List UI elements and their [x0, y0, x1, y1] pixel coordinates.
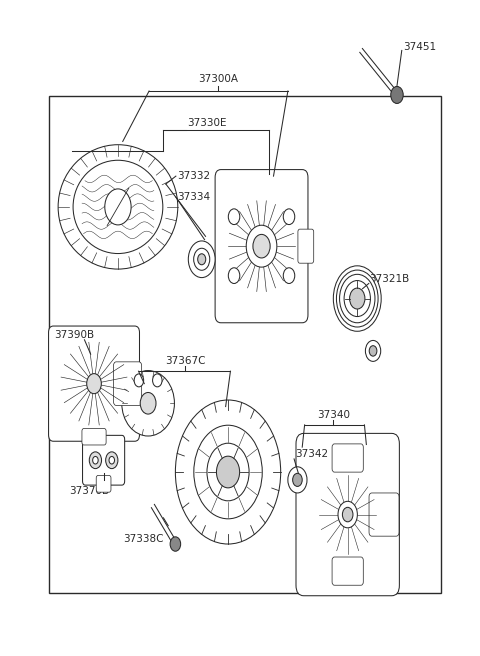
Ellipse shape	[73, 160, 163, 253]
Circle shape	[194, 425, 262, 519]
Text: 37334: 37334	[177, 192, 210, 202]
Circle shape	[338, 501, 358, 528]
Text: 37338C: 37338C	[123, 533, 164, 544]
Circle shape	[339, 274, 375, 323]
Circle shape	[391, 87, 403, 104]
Circle shape	[336, 270, 378, 327]
Text: 37332: 37332	[177, 171, 210, 181]
Circle shape	[283, 209, 295, 224]
Circle shape	[87, 374, 101, 394]
Text: 37390B: 37390B	[54, 329, 95, 340]
Bar	[48, 96, 441, 593]
Circle shape	[109, 457, 115, 464]
FancyBboxPatch shape	[296, 434, 399, 596]
Text: 37300A: 37300A	[198, 75, 239, 85]
Circle shape	[216, 456, 240, 488]
Circle shape	[253, 234, 270, 258]
Circle shape	[333, 266, 381, 331]
Ellipse shape	[58, 145, 178, 269]
FancyBboxPatch shape	[48, 326, 140, 441]
Circle shape	[105, 189, 131, 225]
Circle shape	[344, 281, 371, 317]
FancyBboxPatch shape	[83, 436, 125, 485]
FancyBboxPatch shape	[96, 476, 111, 492]
Text: 37451: 37451	[403, 41, 436, 52]
Circle shape	[228, 268, 240, 283]
Circle shape	[89, 452, 102, 468]
Circle shape	[283, 268, 295, 283]
Circle shape	[349, 288, 365, 309]
FancyBboxPatch shape	[332, 557, 363, 585]
FancyBboxPatch shape	[82, 428, 106, 445]
Circle shape	[228, 209, 240, 224]
Circle shape	[342, 507, 353, 522]
Text: 37367C: 37367C	[165, 356, 205, 366]
Circle shape	[153, 374, 162, 387]
Circle shape	[193, 248, 210, 270]
Text: 37340: 37340	[317, 409, 350, 420]
Circle shape	[134, 374, 144, 387]
Circle shape	[106, 452, 118, 468]
Text: 37342: 37342	[295, 449, 328, 459]
Circle shape	[207, 443, 249, 501]
Circle shape	[170, 537, 180, 551]
Circle shape	[198, 254, 206, 265]
Circle shape	[93, 457, 98, 464]
Circle shape	[365, 340, 381, 361]
Circle shape	[293, 474, 302, 486]
FancyBboxPatch shape	[215, 170, 308, 323]
FancyBboxPatch shape	[332, 444, 363, 472]
Ellipse shape	[122, 371, 174, 436]
Circle shape	[246, 225, 277, 267]
Circle shape	[288, 467, 307, 493]
Text: 37330E: 37330E	[187, 118, 227, 129]
FancyBboxPatch shape	[114, 362, 142, 405]
Circle shape	[175, 400, 281, 544]
Text: 37370B: 37370B	[69, 486, 109, 497]
FancyBboxPatch shape	[369, 493, 399, 536]
FancyBboxPatch shape	[298, 229, 314, 263]
Text: 37321B: 37321B	[369, 274, 409, 284]
Circle shape	[369, 346, 377, 356]
Circle shape	[140, 392, 156, 414]
Circle shape	[188, 241, 215, 277]
